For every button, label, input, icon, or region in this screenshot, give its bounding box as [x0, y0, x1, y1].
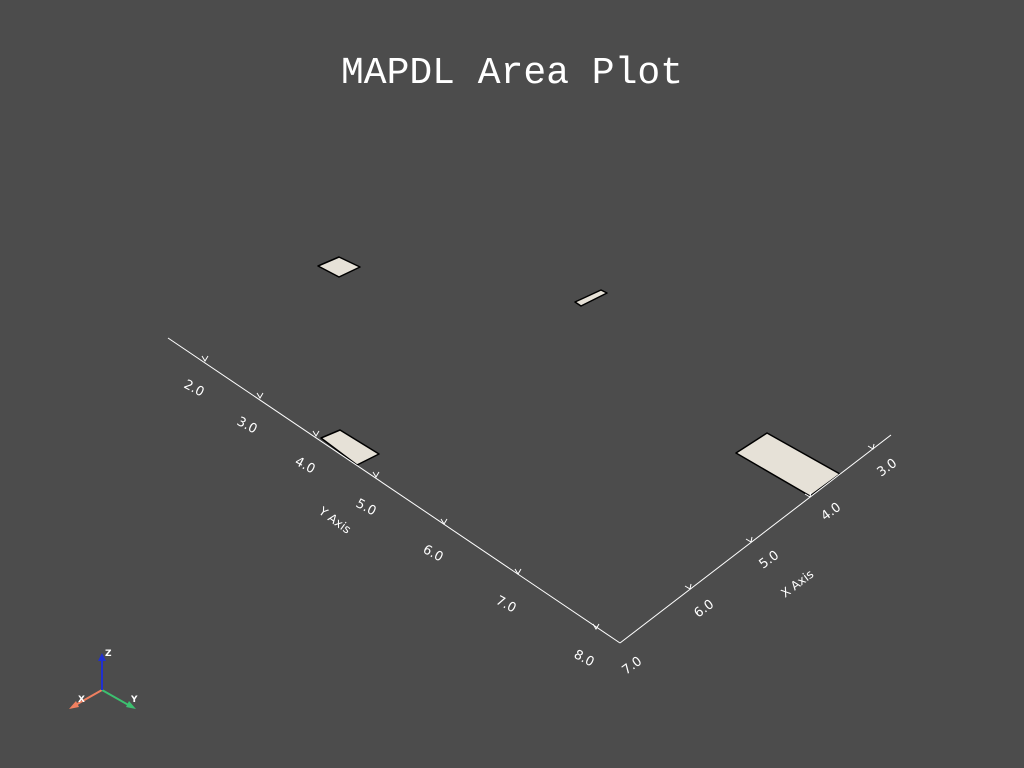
y-axis: 2.0 3.0 4.0 5.0 6.0 7.0 8.0 Y Axis — [167, 337, 621, 670]
x-axis-tick — [745, 536, 753, 543]
y-axis-tick — [256, 392, 264, 399]
y-axis-line — [167, 337, 621, 644]
y-tick-label: 8.0 — [571, 647, 596, 670]
x-axis-tick — [684, 583, 692, 590]
y-axis-tick — [372, 471, 380, 478]
triad-z-label: Z — [105, 649, 112, 659]
x-axis-tick — [867, 443, 875, 450]
y-tick-label: 5.0 — [353, 496, 378, 519]
triad-y-label: Y — [130, 695, 138, 705]
orientation-triad: X Y Z — [69, 649, 138, 709]
area-group — [317, 256, 841, 497]
y-tick-label: 7.0 — [493, 593, 518, 616]
triad-x-arrowhead — [69, 701, 79, 709]
x-axis: 7.0 6.0 5.0 4.0 3.0 X Axis — [619, 434, 901, 678]
y-axis-tick — [514, 568, 522, 575]
y-axis-ticks — [201, 355, 600, 630]
triad-y-axis — [101, 689, 133, 708]
y-tick-label: 6.0 — [420, 542, 445, 565]
y-axis-tick — [201, 355, 209, 362]
x-axis-tick — [804, 491, 812, 498]
y-axis-tick — [440, 518, 448, 525]
area-surface — [320, 429, 380, 466]
y-axis-tick — [312, 430, 320, 437]
x-tick-label: 4.0 — [819, 500, 845, 524]
triad-z-arrowhead — [98, 653, 106, 661]
x-axis-tick-labels: 7.0 6.0 5.0 4.0 3.0 — [620, 456, 901, 678]
y-axis-tick — [592, 623, 600, 630]
area-surface — [317, 256, 361, 278]
y-tick-label: 3.0 — [234, 414, 259, 437]
x-tick-label: 3.0 — [875, 456, 901, 480]
y-tick-label: 2.0 — [181, 377, 206, 400]
x-axis-ticks — [684, 443, 875, 590]
x-axis-line — [619, 434, 892, 644]
area-surface — [574, 289, 608, 307]
y-axis-title: Y Axis — [315, 504, 353, 537]
x-axis-title: X Axis — [778, 567, 816, 600]
x-tick-label: 7.0 — [620, 654, 646, 678]
triad-x-label: X — [78, 695, 85, 705]
x-tick-label: 5.0 — [757, 548, 783, 572]
y-axis-tick-labels: 2.0 3.0 4.0 5.0 6.0 7.0 8.0 — [181, 377, 596, 670]
plot-title: MAPDL Area Plot — [340, 52, 684, 95]
triad-y-arrowhead — [126, 701, 136, 709]
y-tick-label: 4.0 — [292, 454, 317, 477]
x-tick-label: 6.0 — [692, 597, 718, 621]
